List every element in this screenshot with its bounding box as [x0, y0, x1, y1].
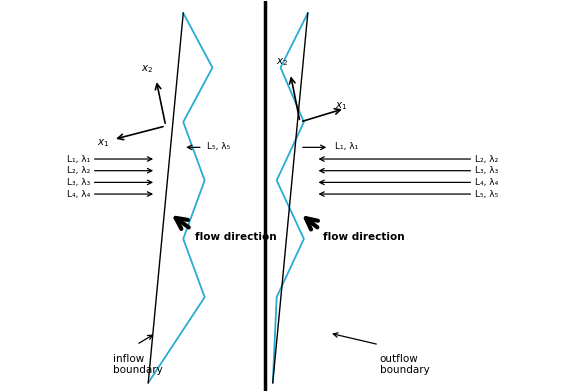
Text: inflow
boundary: inflow boundary: [113, 354, 163, 375]
Text: $x_1$: $x_1$: [336, 101, 348, 113]
Text: L₂, λ₂: L₂, λ₂: [475, 154, 498, 163]
Text: L₄, λ₄: L₄, λ₄: [475, 178, 498, 187]
Text: L₅, λ₅: L₅, λ₅: [475, 190, 498, 199]
Text: $x_1$: $x_1$: [97, 137, 109, 149]
Text: flow direction: flow direction: [195, 232, 276, 242]
Text: L₁, λ₁: L₁, λ₁: [335, 142, 358, 151]
Text: L₃, λ₃: L₃, λ₃: [67, 178, 90, 187]
Text: L₂, λ₂: L₂, λ₂: [67, 166, 90, 175]
Text: $x_2$: $x_2$: [141, 63, 153, 74]
Text: L₅, λ₅: L₅, λ₅: [207, 142, 230, 151]
Text: flow direction: flow direction: [323, 232, 405, 242]
Text: L₃, λ₃: L₃, λ₃: [475, 166, 498, 175]
Text: $x_2$: $x_2$: [276, 56, 288, 68]
Text: L₁, λ₁: L₁, λ₁: [67, 154, 90, 163]
Text: L₄, λ₄: L₄, λ₄: [67, 190, 90, 199]
Text: outflow
boundary: outflow boundary: [380, 354, 429, 375]
